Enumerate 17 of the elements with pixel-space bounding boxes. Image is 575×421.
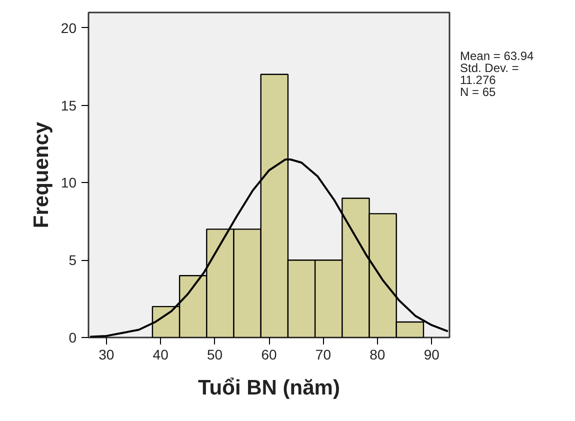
text: Std. Dev. = 11.276 — [460, 61, 519, 87]
y-tick-label: 15 — [60, 97, 77, 114]
x-tick-label: 70 — [315, 346, 332, 362]
x-tick-label: 50 — [207, 346, 223, 362]
y-tick-label: 10 — [60, 174, 77, 191]
x-tick-label: 60 — [261, 346, 277, 362]
y-tick-label: 5 — [68, 252, 77, 268]
y-tick-label: 20 — [60, 20, 77, 36]
x-tick-label: 30 — [98, 346, 114, 362]
x-tick-label: 80 — [370, 346, 386, 362]
y-tick-label: 0 — [68, 330, 77, 346]
x-tick-label: 90 — [424, 346, 440, 362]
y-axis-title: Frequency — [30, 122, 53, 228]
x-axis-title: Tuổi BN (năm) — [198, 376, 340, 400]
x-tick-label: 40 — [152, 346, 169, 362]
text: N = 65 — [460, 85, 496, 99]
text: Mean = 63.94 — [460, 49, 534, 63]
